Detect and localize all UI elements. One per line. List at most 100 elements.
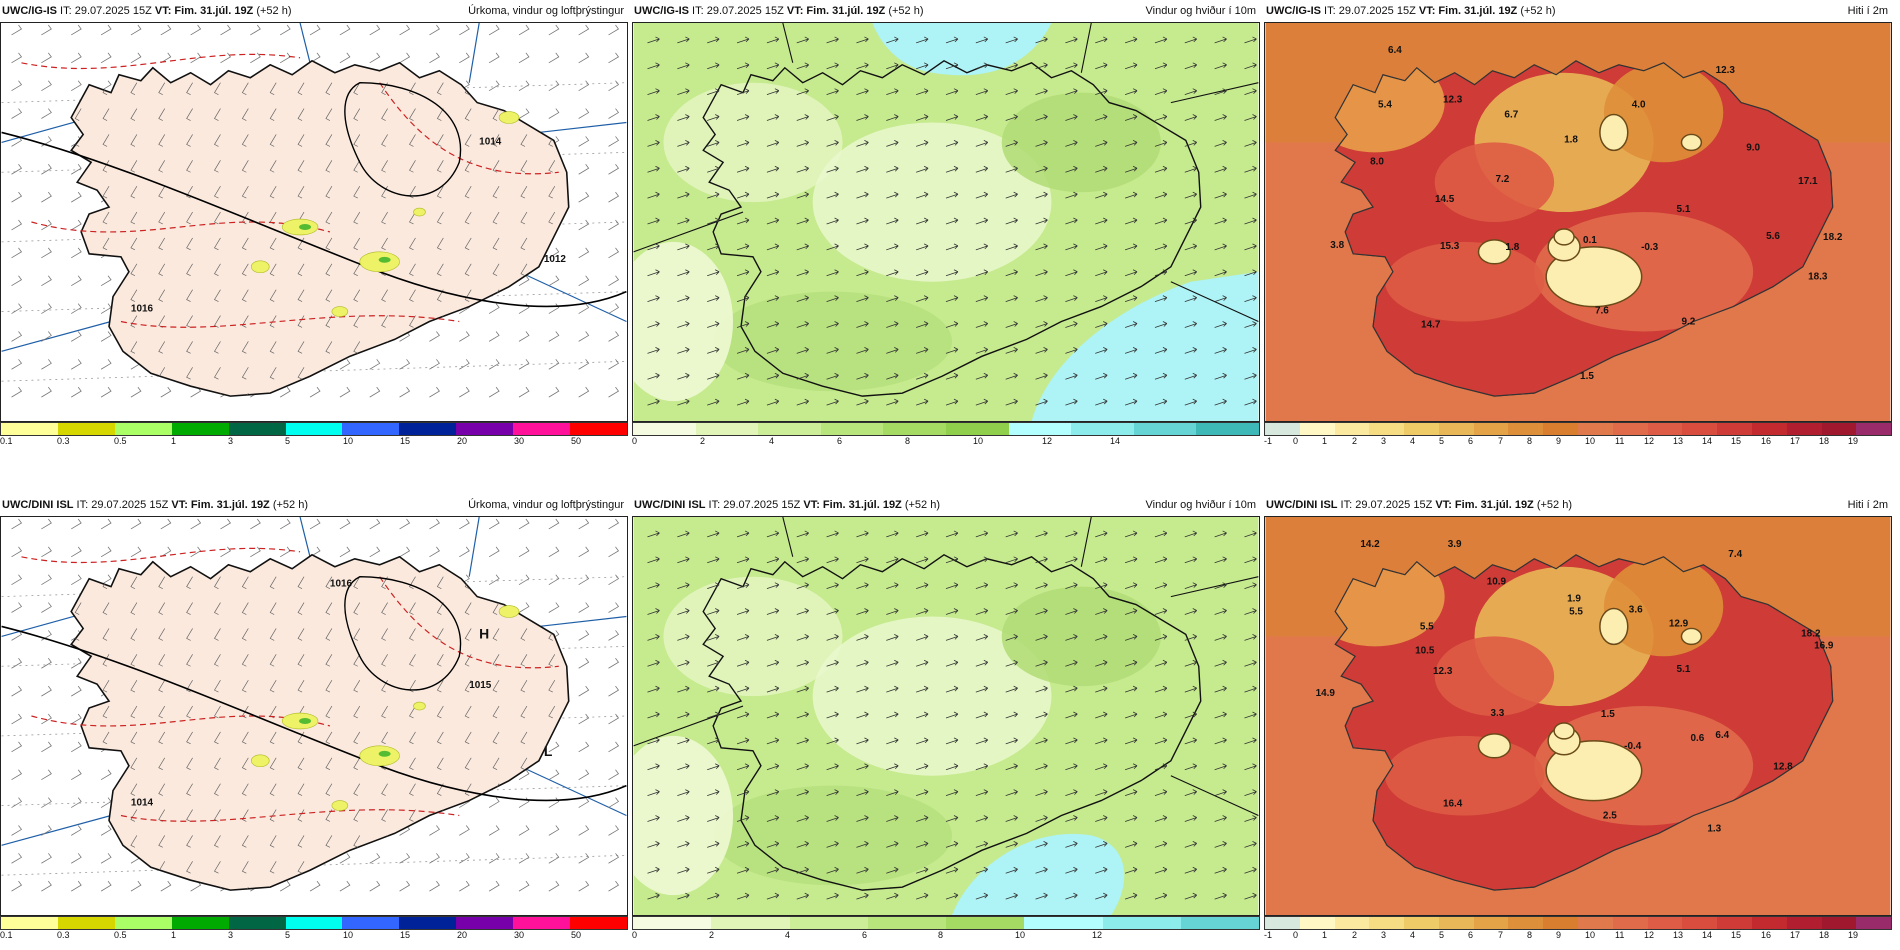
colorbar-tick-label: 30 bbox=[514, 436, 525, 446]
colorbar-swatch bbox=[1102, 917, 1181, 929]
temperature-value: 12.9 bbox=[1669, 618, 1689, 629]
colorbar-tick-label: 18 bbox=[1819, 436, 1830, 446]
colorbar-tick-label: 0.3 bbox=[57, 436, 70, 446]
colorbar-tick-label: 0 bbox=[1293, 436, 1299, 446]
valid-time-label: VT: bbox=[154, 5, 175, 17]
colorbar-swatch bbox=[1008, 423, 1072, 435]
colorbar-tick-label: 16 bbox=[1761, 930, 1772, 940]
colorbar-tick-label: 2 bbox=[1352, 930, 1358, 940]
colorbar-tick-label: 0.1 bbox=[0, 930, 13, 940]
region-boundary bbox=[468, 23, 480, 83]
run-info: UWC/IG-IS IT: 29.07.2025 15Z VT: Fim. 31… bbox=[2, 0, 292, 22]
colorbar-swatch bbox=[1473, 917, 1509, 929]
colorbar-swatch bbox=[1786, 423, 1822, 435]
colorbar-swatch bbox=[1404, 917, 1439, 929]
temperature-value: -0.4 bbox=[1624, 741, 1642, 752]
strong-wind-area bbox=[1031, 271, 1259, 421]
temperature-value: 5.4 bbox=[1378, 100, 1392, 111]
temperature-value: 6.7 bbox=[1504, 110, 1518, 121]
colorbar: -1 0 1 2 3 4 5 6 7 8 9 10 11 12 13 14 15 16 17 18 19 bbox=[1264, 422, 1892, 446]
temperature-value: -0.3 bbox=[1641, 242, 1659, 253]
colorbar-tick-label: 13 bbox=[1673, 436, 1684, 446]
colorbar-tick-label: -1 bbox=[1264, 930, 1273, 940]
init-time: IT: 29.07.2025 15Z bbox=[57, 5, 155, 17]
colorbar-swatch bbox=[1543, 917, 1579, 929]
region-boundary bbox=[299, 23, 311, 63]
pressure-label: 1016 bbox=[131, 304, 154, 315]
temperature-value: 3.9 bbox=[1448, 539, 1462, 550]
colorbar-tick-label: 1 bbox=[1322, 436, 1328, 446]
colorbar-tick-label: 4 bbox=[785, 930, 791, 940]
colorbar-swatch bbox=[570, 423, 627, 435]
colorbar-swatch bbox=[1196, 423, 1259, 435]
lead-time: (+52 h) bbox=[1520, 5, 1556, 17]
region-boundary bbox=[633, 211, 744, 253]
colorbar: 0.1 0.3 0.5 1 3 5 10 15 20 30 50 bbox=[0, 916, 628, 940]
colorbar-tick-label: 6 bbox=[1468, 930, 1474, 940]
isobar bbox=[344, 82, 462, 197]
lead-time: (+52 h) bbox=[272, 499, 309, 511]
model-name: UWC/IG-IS bbox=[2, 5, 57, 17]
colorbar-swatch bbox=[1133, 423, 1197, 435]
colorbar-labels: 0.1 0.3 0.5 1 3 5 10 15 20 30 50 bbox=[0, 930, 628, 940]
region-boundary bbox=[633, 705, 744, 747]
colorbar-tick-label: 13 bbox=[1673, 930, 1684, 940]
map-panel: UWC/IG-IS IT: 29.07.2025 15Z VT: Fim. 31… bbox=[632, 0, 1260, 446]
temperature-value: 14.7 bbox=[1421, 319, 1441, 330]
colorbar-tick-label: 12 bbox=[1644, 930, 1655, 940]
temperature-value: 5.1 bbox=[1677, 204, 1691, 215]
colorbar-swatch bbox=[1404, 423, 1439, 435]
colorbar-tick-label: 0 bbox=[632, 930, 638, 940]
colorbar-swatch bbox=[711, 917, 790, 929]
panel-title: Hiti í 2m bbox=[1847, 499, 1888, 511]
model-name: UWC/DINI ISL bbox=[1266, 499, 1338, 511]
temperature-value: 0.1 bbox=[1583, 235, 1597, 246]
isobar bbox=[344, 576, 462, 691]
region-boundary bbox=[299, 517, 311, 557]
valid-time-label: VT: bbox=[803, 499, 823, 511]
colorbar-swatch bbox=[513, 917, 571, 929]
panel-title: Úrkoma, vindur og loftþrýstingur bbox=[468, 499, 624, 511]
colorbar-tick-label: 12 bbox=[1644, 436, 1655, 446]
precip-areas bbox=[251, 605, 520, 811]
init-time: IT: 29.07.2025 15Z bbox=[1337, 499, 1436, 511]
colorbar-tick-label: 5 bbox=[285, 436, 291, 446]
temperature-value: 14.5 bbox=[1435, 194, 1455, 205]
graticule-line bbox=[1, 854, 627, 876]
colorbar-tick-label: 6 bbox=[1468, 436, 1474, 446]
colorbar-tick-label: 10 bbox=[343, 930, 354, 940]
panel-header: UWC/DINI ISL IT: 29.07.2025 15Z VT: Fim.… bbox=[632, 494, 1260, 516]
temperature-value: 1.5 bbox=[1601, 709, 1615, 720]
colorbar: -1 0 1 2 3 4 5 6 7 8 9 10 11 12 13 14 15 16 17 18 19 bbox=[1264, 916, 1892, 940]
colorbar-tick-label: 10 bbox=[1015, 930, 1026, 940]
temperature-value: 5.6 bbox=[1766, 231, 1780, 242]
colorbar-swatch bbox=[1751, 423, 1787, 435]
colorbar-swatch bbox=[1334, 917, 1370, 929]
colorbar-tick-label: 0.5 bbox=[114, 436, 127, 446]
map-panel: UWC/DINI ISL IT: 29.07.2025 15Z VT: Fim.… bbox=[0, 494, 628, 940]
pressure-label: H bbox=[479, 625, 489, 641]
colorbar-swatch bbox=[456, 917, 514, 929]
colorbar-swatches bbox=[632, 916, 1260, 930]
colorbar-tick-label: 0.5 bbox=[114, 930, 127, 940]
temperature-value: 16.4 bbox=[1443, 799, 1463, 810]
colorbar-labels: -1 0 1 2 3 4 5 6 7 8 9 10 11 12 13 14 15 16 17 18 19 bbox=[1264, 930, 1892, 940]
panel-title: Vindur og hviður í 10m bbox=[1145, 499, 1256, 511]
valid-time-label: VT: bbox=[1435, 499, 1455, 511]
colorbar-tick-label: 12 bbox=[1092, 930, 1103, 940]
colorbar-swatch bbox=[1071, 423, 1134, 435]
colorbar-tick-label: 2 bbox=[700, 436, 706, 446]
colorbar-swatch bbox=[633, 917, 712, 929]
precip-areas bbox=[251, 111, 520, 317]
colorbar-labels: 0 2 4 6 8 10 12 bbox=[632, 930, 1260, 940]
temperature-value: 8.0 bbox=[1370, 156, 1384, 167]
colorbar-tick-label: 50 bbox=[571, 436, 582, 446]
colorbar-tick-label: 19 bbox=[1848, 436, 1859, 446]
graticule-line bbox=[1, 576, 627, 597]
colorbar-tick-label: 10 bbox=[343, 436, 354, 446]
colorbar-swatch bbox=[1751, 917, 1787, 929]
colorbar-swatch bbox=[695, 423, 759, 435]
colorbar-tick-label: 0.1 bbox=[0, 436, 13, 446]
temperature-value: 0.6 bbox=[1690, 733, 1704, 744]
colorbar-tick-label: 12 bbox=[1042, 436, 1053, 446]
